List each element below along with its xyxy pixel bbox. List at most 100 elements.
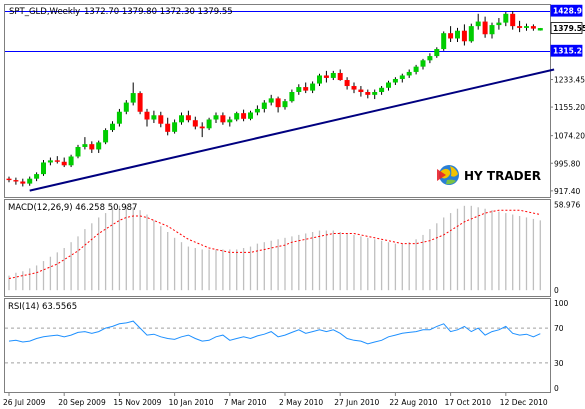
candle-33 (234, 111, 240, 122)
candle-4 (34, 172, 40, 182)
price-tick-label: 995.80 (554, 159, 580, 168)
candle-47 (330, 70, 336, 81)
candle-48 (337, 69, 343, 81)
candle-body (130, 93, 136, 103)
price-badge-label: 1379.55 (553, 24, 585, 33)
candle-body (220, 115, 226, 123)
candle-body (296, 87, 302, 93)
candle-31 (220, 112, 226, 125)
candle-39 (275, 96, 281, 113)
candle-18 (130, 82, 136, 106)
candle-3 (27, 176, 33, 186)
candle-0 (6, 176, 12, 183)
candle-16 (116, 108, 122, 127)
candle-body (427, 56, 433, 61)
price-badge-label: 1315.26 (553, 47, 585, 56)
candle-57 (399, 73, 405, 83)
symbol-label: SPT_GLD,Weekly (9, 7, 80, 17)
candle-body (185, 115, 191, 121)
candle-49 (344, 77, 350, 90)
candle-body (351, 86, 357, 90)
candle-body (406, 71, 412, 76)
candle-50 (351, 82, 357, 94)
candle-64 (448, 26, 454, 42)
candle-58 (406, 69, 412, 78)
candle-body (47, 160, 53, 163)
candle-51 (358, 86, 364, 97)
trendline-segment (29, 68, 555, 192)
candle-75 (524, 23, 529, 31)
horizontal-lines (5, 11, 550, 52)
candle-body (399, 75, 405, 79)
candle-body (413, 66, 419, 72)
time-label-7: 22 Aug 2010 (389, 398, 437, 407)
candles (6, 10, 543, 187)
candle-body (420, 60, 426, 67)
candle-36 (254, 105, 260, 116)
candle-67 (468, 23, 474, 43)
time-axis: 26 Jul 2009 20 Sep 2009 15 Nov 2009 10 Jan … (3, 392, 548, 407)
candle-27 (192, 116, 198, 130)
candle-34 (241, 109, 247, 122)
candle-body (482, 21, 488, 35)
candle-20 (144, 108, 150, 127)
macd-tick-0: 58.976 (554, 200, 580, 209)
candle-59 (413, 64, 419, 75)
macd-histogram (8, 205, 541, 291)
time-label-5: 2 May 2010 (279, 398, 323, 407)
macd-signal (8, 209, 541, 279)
candle-body (344, 80, 350, 87)
candle-body (323, 75, 329, 78)
candle-21 (151, 110, 157, 124)
candle-body (110, 123, 115, 131)
candle-44 (310, 81, 316, 94)
candle-body (172, 122, 178, 132)
candle-body (365, 92, 371, 95)
candle-body (68, 156, 74, 166)
candle-body (116, 111, 122, 124)
candle-body (123, 102, 129, 112)
candle-54 (379, 86, 385, 95)
candle-body (530, 26, 536, 29)
candle-35 (248, 110, 253, 121)
candle-body (261, 102, 267, 109)
candle-46 (323, 70, 329, 83)
candle-body (89, 144, 95, 150)
candle-6 (47, 157, 53, 166)
candle-body (41, 162, 46, 175)
candle-7 (54, 156, 60, 164)
rsi-polyline (8, 320, 541, 345)
candle-body (151, 115, 157, 120)
candle-61 (427, 53, 433, 64)
candle-body (392, 78, 398, 83)
candle-body (434, 49, 440, 57)
macd-signal-line (8, 209, 541, 279)
candle-body (372, 92, 378, 95)
candle-2 (20, 178, 26, 187)
candle-10 (75, 144, 81, 159)
candle-body (282, 101, 288, 108)
candle-body (496, 22, 502, 26)
price-tick-4: 1155.20 (550, 103, 585, 112)
macd-axis: 58.976 0 (554, 200, 580, 295)
candle-body (54, 160, 60, 162)
candle-23 (165, 117, 171, 136)
candle-8 (61, 157, 67, 168)
price-badge-label: 1428.92 (553, 7, 585, 16)
candle-52 (365, 89, 371, 99)
time-label-0: 26 Jul 2009 (3, 398, 46, 407)
price-tick-label: 917.40 (554, 187, 580, 196)
candle-body (248, 112, 253, 119)
candle-body (275, 98, 281, 108)
price-badge (550, 44, 583, 57)
price-badge (550, 4, 583, 17)
rsi-title: RSI(14) 63.5565 (8, 302, 77, 312)
candle-40 (282, 99, 288, 110)
candle-69 (482, 16, 488, 38)
candle-body (82, 144, 88, 147)
price-tick-5: 1074.20 (550, 132, 585, 141)
candle-30 (213, 112, 219, 124)
candle-63 (441, 31, 447, 51)
candle-body (27, 178, 33, 184)
